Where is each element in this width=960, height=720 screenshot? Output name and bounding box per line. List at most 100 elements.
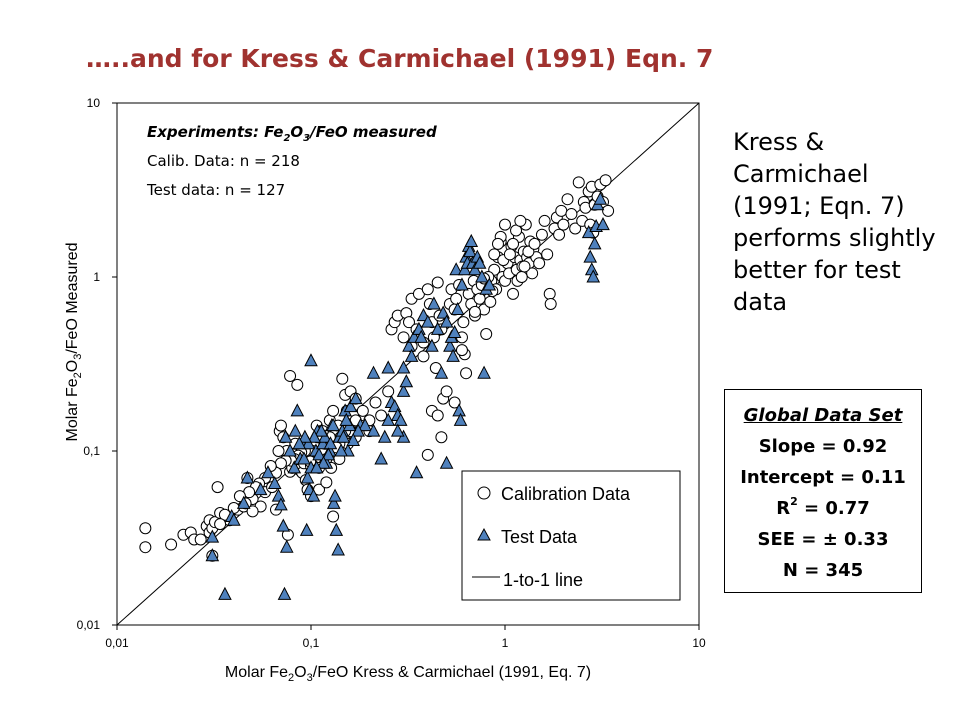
calibration-point bbox=[139, 541, 152, 554]
calibration-point bbox=[440, 385, 453, 398]
test-point bbox=[593, 191, 608, 205]
test-point bbox=[287, 460, 302, 474]
test-point bbox=[457, 262, 472, 276]
test-point bbox=[439, 314, 454, 328]
test-point bbox=[586, 269, 601, 283]
test-point bbox=[267, 475, 282, 490]
test-point bbox=[326, 495, 341, 509]
stats-see: SEE = ± 0.33 bbox=[757, 529, 889, 550]
test-point bbox=[304, 353, 318, 367]
data-points bbox=[139, 174, 615, 600]
test-point bbox=[446, 348, 460, 362]
test-point bbox=[274, 497, 288, 511]
test-point bbox=[390, 423, 405, 437]
calibration-point bbox=[533, 257, 546, 270]
test-point bbox=[434, 365, 449, 379]
y-axis-label: Molar Fe2O3/FeO Measured bbox=[64, 243, 84, 442]
test-point bbox=[321, 447, 336, 461]
calibration-point bbox=[488, 248, 501, 261]
x-axis-label: Molar Fe2O3/FeO Kress & Carmichael (1991… bbox=[225, 664, 591, 684]
test-point bbox=[336, 429, 351, 443]
calibration-point bbox=[336, 372, 349, 385]
calibration-point bbox=[473, 292, 486, 305]
y-tick-label: 0,01 bbox=[77, 618, 101, 632]
calibration-point bbox=[535, 228, 548, 241]
calibration-point bbox=[448, 396, 461, 409]
calibration-point bbox=[602, 204, 615, 217]
test-point bbox=[366, 423, 381, 437]
test-point bbox=[205, 548, 220, 562]
calibration-point bbox=[557, 218, 570, 231]
test-point bbox=[374, 451, 389, 465]
calibration-point bbox=[327, 510, 340, 523]
test-point bbox=[436, 305, 450, 319]
test-point bbox=[396, 360, 411, 374]
test-point bbox=[404, 348, 419, 362]
test-point bbox=[348, 391, 363, 405]
legend-line-label: 1-to-1 line bbox=[503, 570, 583, 590]
test-point bbox=[447, 324, 462, 338]
test-point bbox=[439, 455, 454, 469]
stats-box: Global Data Set Slope = 0.92 Intercept =… bbox=[724, 389, 922, 593]
calibration-point bbox=[499, 218, 511, 231]
calibration-point bbox=[284, 369, 297, 382]
calibration-point bbox=[569, 222, 582, 235]
test-point bbox=[475, 269, 489, 283]
test-point bbox=[236, 495, 251, 509]
test-point bbox=[299, 522, 314, 536]
test-point bbox=[306, 488, 321, 502]
y-tick-label: 10 bbox=[87, 96, 101, 110]
stats-r2-sup: 2 bbox=[790, 495, 798, 508]
calibration-point bbox=[543, 287, 556, 300]
axis-ticks: 0,01 0,01 0,1 0,1 1 1 10 10 bbox=[77, 96, 706, 650]
x-tick-label: 0,1 bbox=[303, 636, 320, 650]
calibration-point bbox=[460, 367, 473, 380]
test-point bbox=[312, 447, 326, 461]
test-point bbox=[276, 518, 291, 532]
test-point bbox=[339, 412, 354, 426]
test-point bbox=[463, 243, 477, 258]
calibration-point bbox=[214, 518, 227, 531]
calibration-point bbox=[139, 522, 152, 535]
test-point bbox=[587, 236, 602, 250]
test-point bbox=[449, 262, 463, 276]
test-point bbox=[443, 338, 457, 352]
stats-n: N = 345 bbox=[782, 560, 864, 581]
stats-intercept: Intercept = 0.11 bbox=[740, 467, 906, 488]
calibration-point bbox=[526, 267, 539, 280]
test-point bbox=[290, 403, 305, 417]
legend-box bbox=[461, 470, 681, 601]
legend-calibration-label: Calibration Data bbox=[501, 484, 631, 504]
test-point bbox=[334, 443, 348, 457]
test-point bbox=[331, 542, 345, 556]
test-point bbox=[402, 338, 416, 352]
test-point bbox=[316, 455, 331, 469]
test-point bbox=[464, 233, 479, 247]
calibration-point bbox=[211, 481, 224, 494]
calibration-point bbox=[421, 448, 434, 461]
test-point bbox=[583, 249, 598, 263]
calibration-point bbox=[435, 431, 448, 444]
calibration-point bbox=[327, 404, 340, 417]
slide-title: …..and for Kress & Carmichael (1991) Eqn… bbox=[86, 44, 714, 73]
test-point bbox=[430, 321, 445, 335]
test-point bbox=[283, 443, 297, 457]
legend-triangle-marker bbox=[477, 527, 491, 541]
test-point bbox=[323, 436, 338, 450]
legend-test-label: Test Data bbox=[501, 527, 578, 547]
test-point bbox=[240, 470, 255, 484]
calibration-point bbox=[421, 283, 434, 296]
calibration-point bbox=[565, 208, 578, 221]
test-point bbox=[420, 314, 435, 328]
calibration-point bbox=[369, 396, 382, 409]
test-point bbox=[396, 383, 411, 397]
test-point bbox=[358, 417, 372, 432]
test-point bbox=[301, 436, 316, 450]
side-note: Kress & Carmichael (1991; Eqn. 7) perfor… bbox=[733, 128, 936, 316]
calibration-point bbox=[491, 237, 504, 250]
calibration-point bbox=[397, 331, 410, 344]
x-tick-label: 10 bbox=[692, 636, 706, 650]
calibration-point bbox=[555, 204, 568, 217]
x-tick-label: 0,01 bbox=[105, 636, 129, 650]
calibration-point bbox=[541, 248, 554, 261]
